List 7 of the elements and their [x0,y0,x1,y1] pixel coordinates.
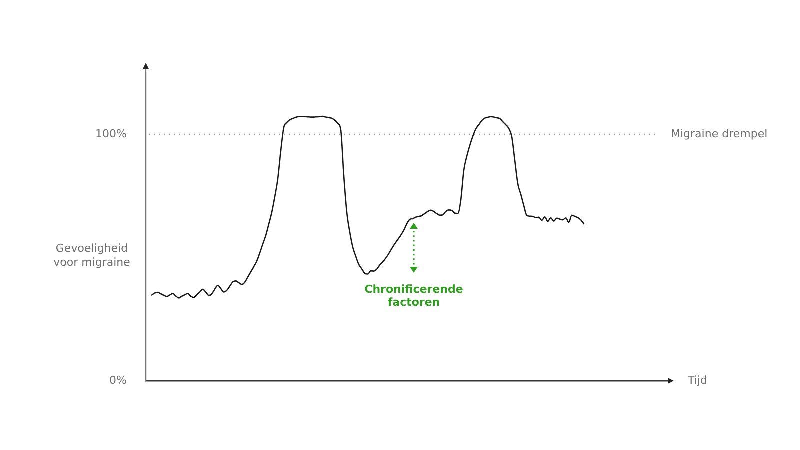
y-tick-label: 100% [96,127,127,140]
y-tick-label: 0% [110,374,127,387]
ref-line-label: Migraine drempel [671,127,768,140]
line-series [151,116,585,299]
y-axis-title: Gevoeligheid voor migraine [52,242,132,270]
x-axis-title: Tijd [687,374,708,387]
annotation: Chronificerende factoren [364,283,464,309]
